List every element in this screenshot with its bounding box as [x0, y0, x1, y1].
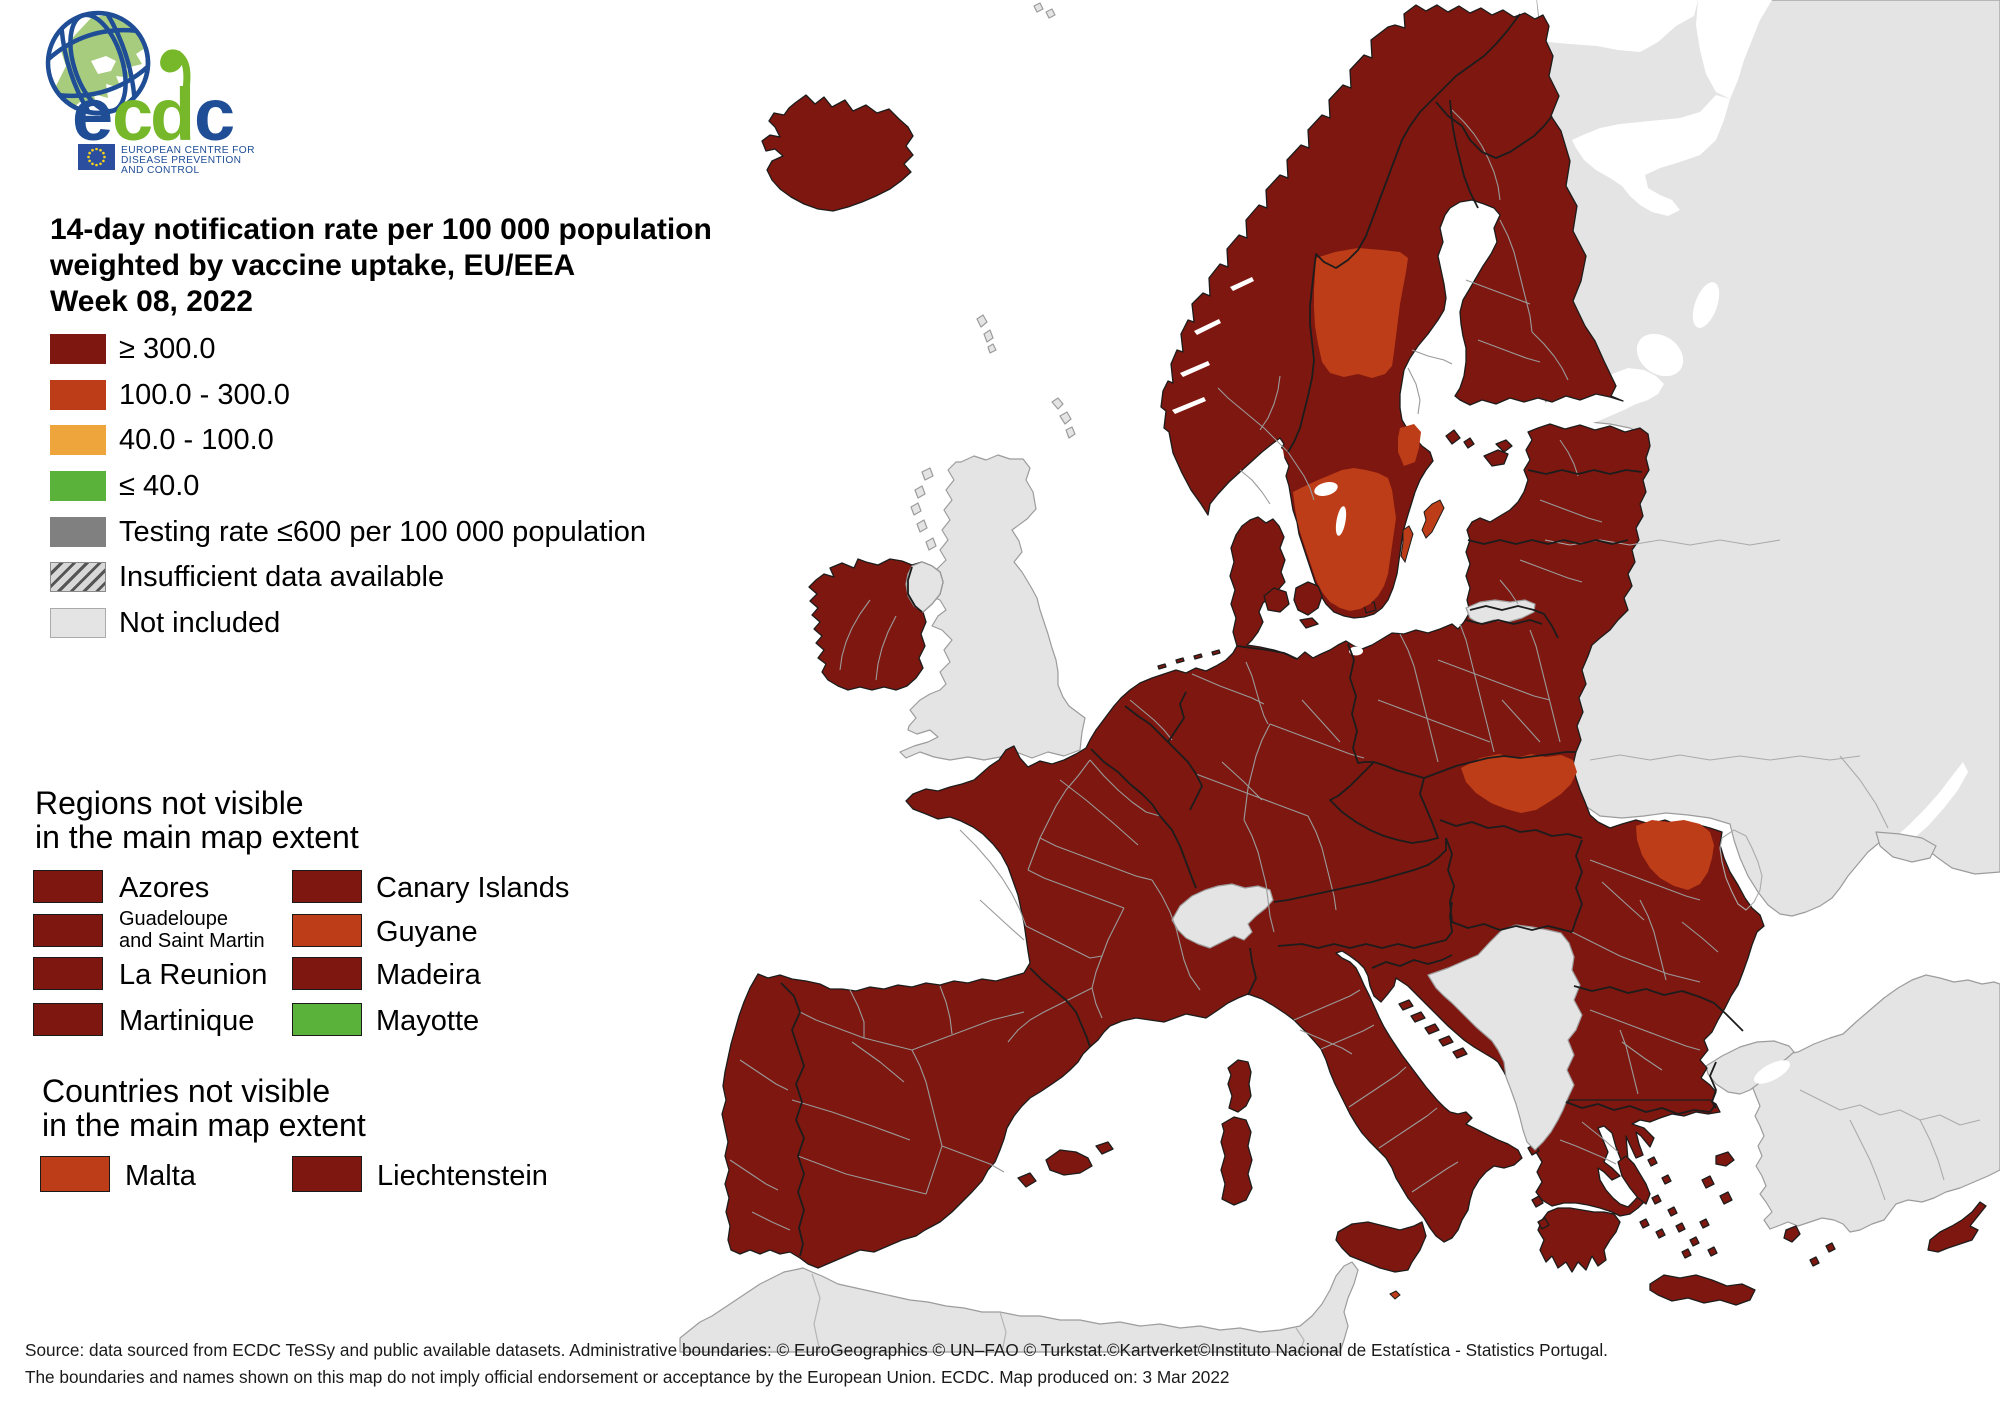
svg-text:c: c [194, 73, 235, 156]
svg-text:AND CONTROL: AND CONTROL [121, 165, 200, 176]
svg-text:e: e [72, 73, 113, 156]
svg-text:DISEASE PREVENTION: DISEASE PREVENTION [121, 155, 241, 166]
svg-text:c: c [112, 73, 153, 156]
svg-text:EUROPEAN CENTRE FOR: EUROPEAN CENTRE FOR [121, 145, 255, 156]
